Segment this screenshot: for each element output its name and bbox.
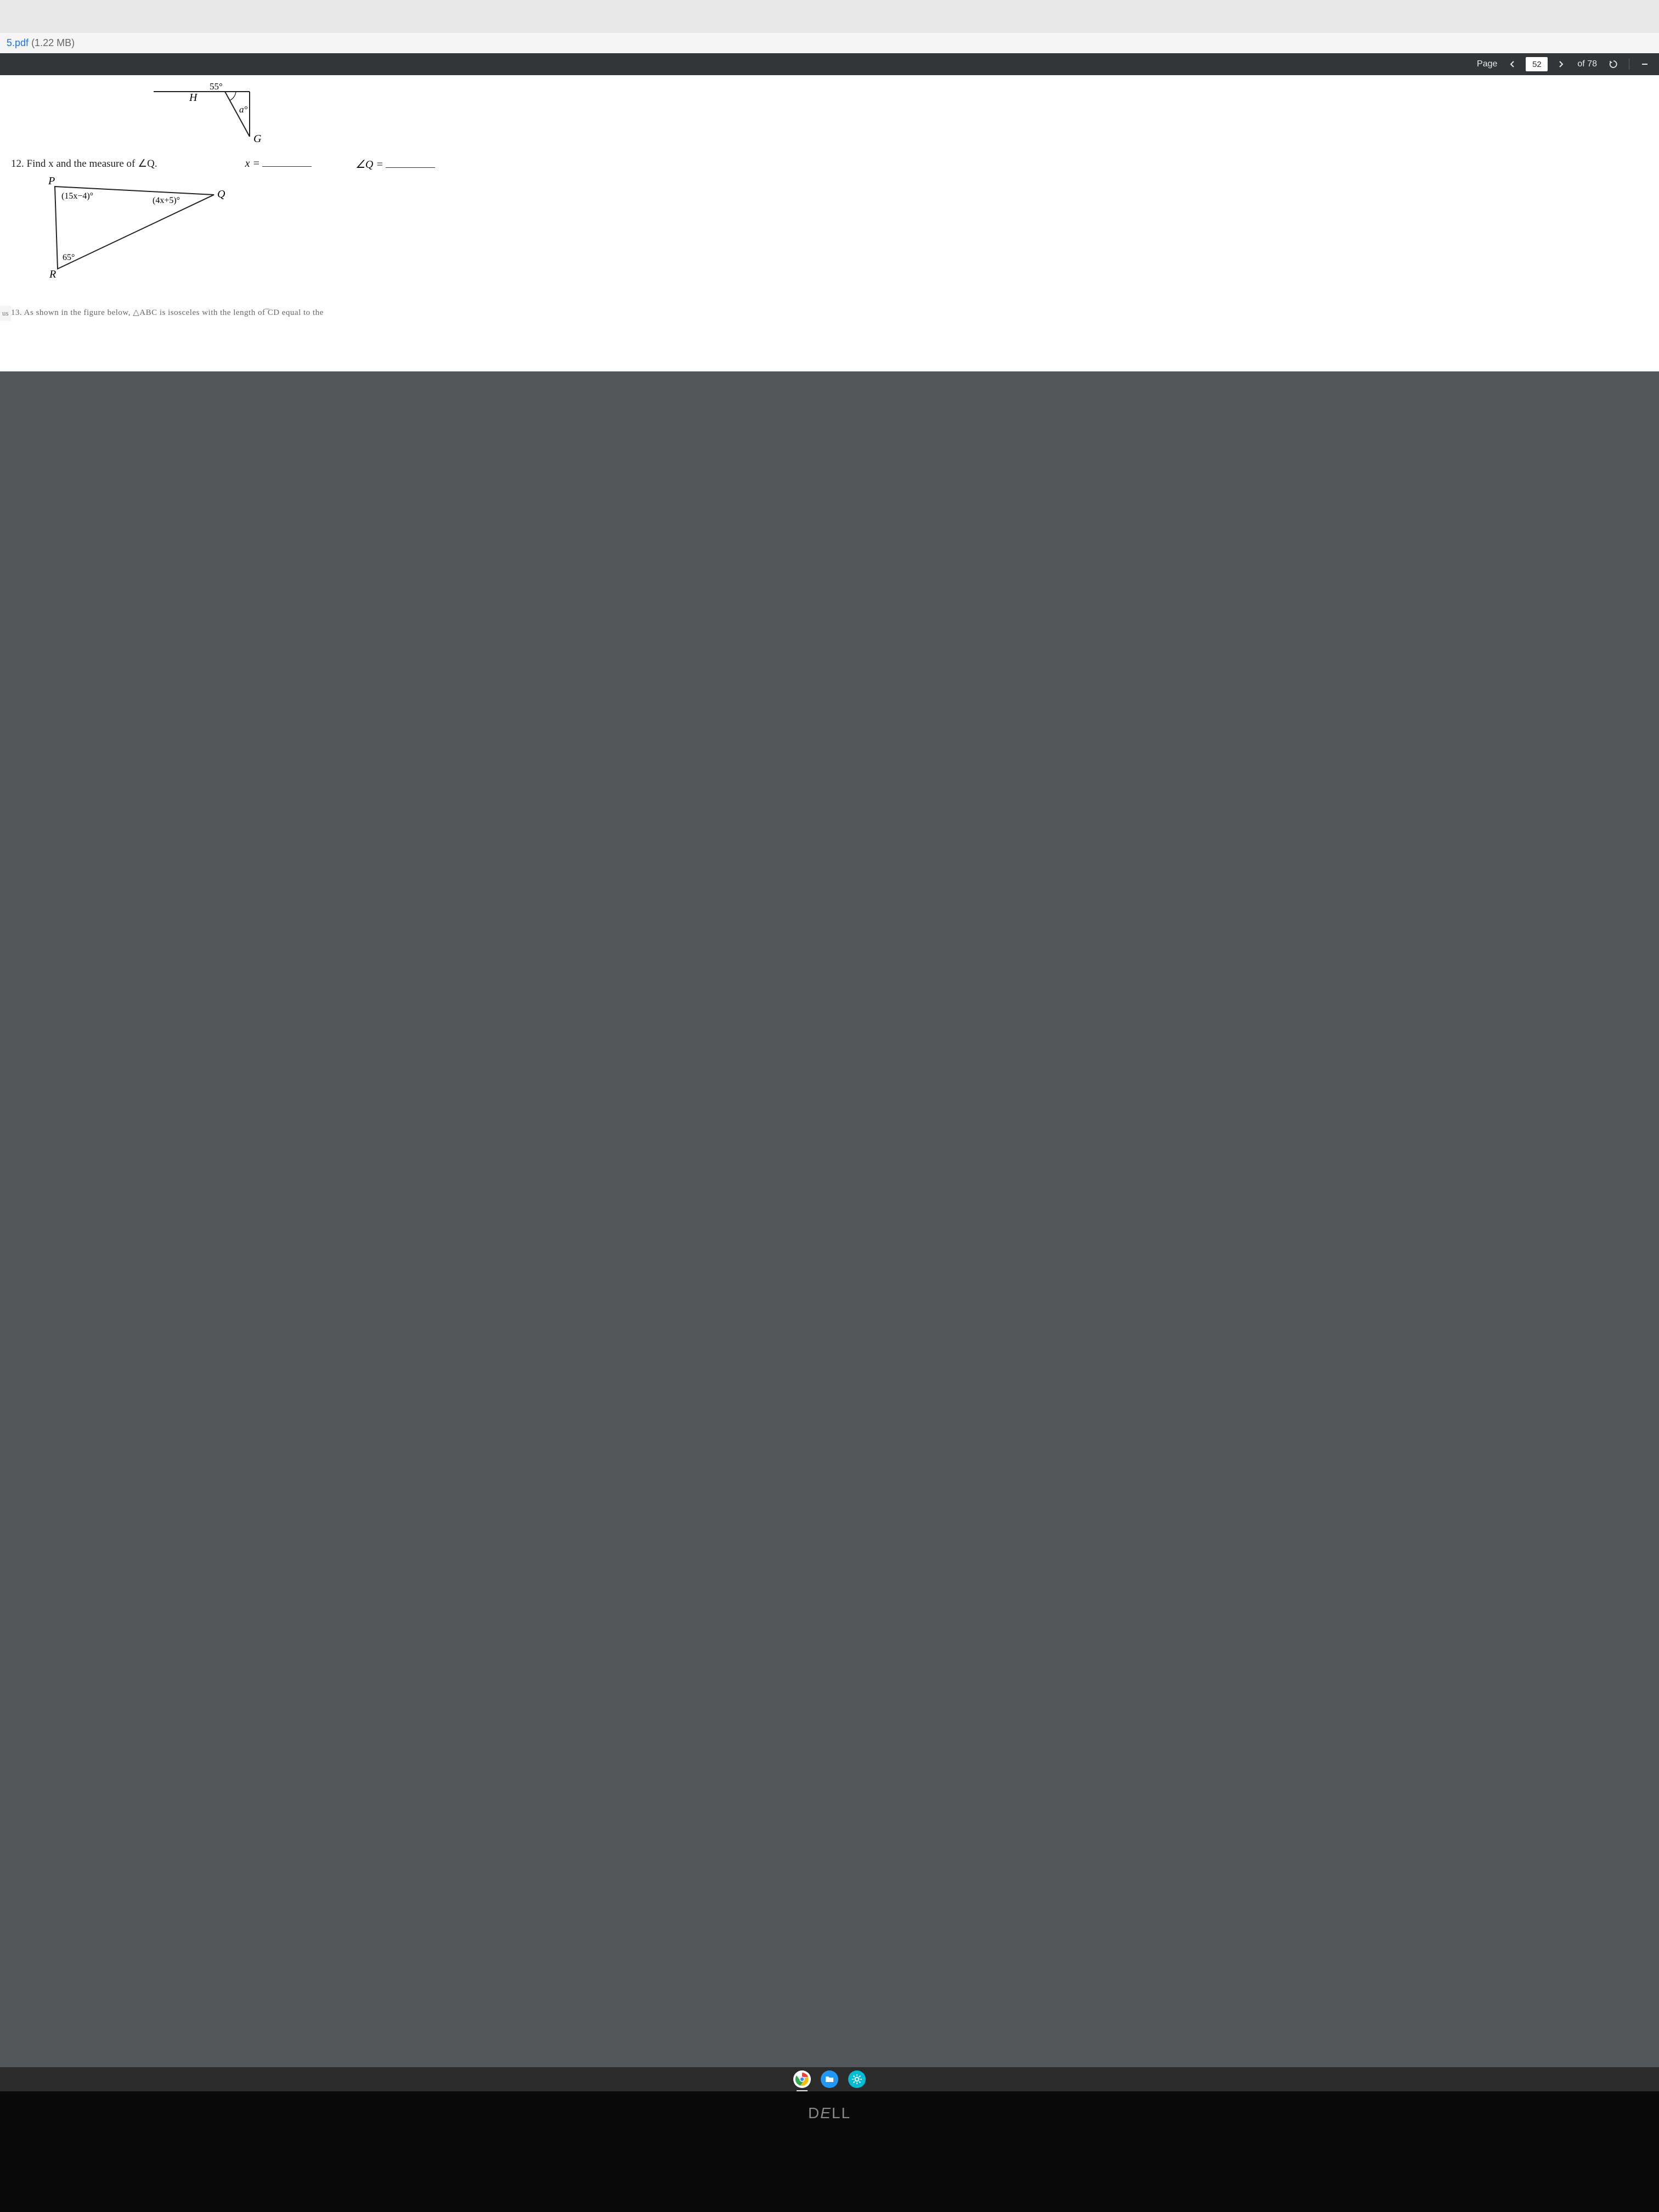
angle-R-label: 65° (63, 253, 75, 262)
problem-12-line: 12. Find x and the measure of ∠Q. x = ∠Q… (11, 157, 1648, 171)
rotate-button[interactable] (1606, 57, 1621, 72)
zoom-out-button[interactable] (1637, 57, 1652, 72)
file-name[interactable]: 5.pdf (7, 37, 29, 48)
vertex-P: P (48, 176, 55, 187)
taskbar-chrome-button[interactable] (793, 2070, 811, 2088)
problem-12-text: 12. Find x and the measure of ∠Q. (11, 157, 157, 170)
left-tab-fragment: us (0, 306, 11, 321)
problem-number: 12. (11, 158, 24, 170)
pdf-page: H G 55° a° 12. Find x and the measure of… (0, 75, 1659, 371)
label-G: G (253, 133, 262, 145)
blank-q: ∠Q = (356, 157, 435, 171)
chevron-right-icon (1557, 60, 1565, 68)
dell-logo: DELL (808, 2104, 851, 2122)
page-number-input[interactable] (1526, 57, 1548, 71)
taskbar (0, 2067, 1659, 2091)
chrome-icon (795, 2072, 809, 2086)
vertex-Q: Q (217, 188, 225, 200)
diagram-pqr: P Q R (15x−4)° (4x+5)° 65° (27, 176, 1648, 280)
problem-13-cutoff: 13. As shown in the figure below, △ABC i… (11, 307, 1648, 318)
next-page-button[interactable] (1553, 57, 1568, 72)
pdf-viewport[interactable]: H G 55° a° 12. Find x and the measure of… (0, 75, 1659, 2067)
label-a: a° (239, 104, 248, 115)
page-total: of 78 (1577, 59, 1597, 69)
taskbar-settings-button[interactable] (848, 2070, 866, 2088)
page-label: Page (1477, 59, 1497, 69)
browser-chrome-top (0, 0, 1659, 33)
angle-P-label: (15x−4)° (61, 191, 93, 201)
chevron-left-icon (1509, 60, 1516, 68)
file-info-bar: 5.pdf (1.22 MB) (0, 33, 1659, 53)
label-55: 55° (210, 82, 223, 92)
prev-page-button[interactable] (1505, 57, 1520, 72)
pdf-toolbar: Page of 78 (0, 53, 1659, 75)
rotate-icon (1609, 59, 1618, 69)
taskbar-files-button[interactable] (821, 2070, 838, 2088)
label-H: H (189, 92, 198, 104)
minus-icon (1640, 60, 1649, 69)
answer-blanks: x = ∠Q = (245, 157, 435, 171)
problem-statement: Find x and the measure of ∠Q. (27, 158, 157, 170)
vertex-R: R (49, 268, 56, 280)
diagram-hg: H G 55° a° (154, 82, 1648, 148)
gear-icon (851, 2074, 862, 2085)
angle-Q-label: (4x+5)° (153, 196, 180, 205)
file-size: (1.22 MB) (31, 37, 75, 48)
folder-icon (825, 2074, 834, 2084)
blank-x: x = (245, 157, 312, 171)
laptop-bezel: DELL (0, 2091, 1659, 2212)
